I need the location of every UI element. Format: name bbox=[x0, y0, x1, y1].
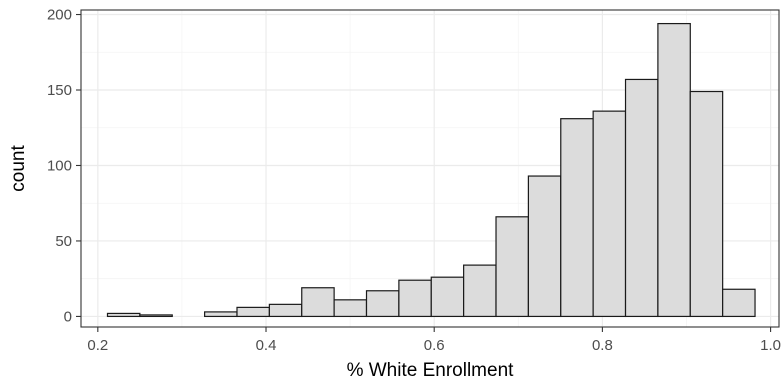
x-tick-label: 0.4 bbox=[256, 337, 277, 354]
y-tick-label: 50 bbox=[55, 233, 72, 250]
x-tick-label: 0.2 bbox=[87, 337, 108, 354]
histogram-bar bbox=[365, 290, 400, 318]
y-tick-label: 0 bbox=[64, 308, 72, 325]
histogram-bar bbox=[527, 175, 562, 318]
histogram-bar bbox=[268, 303, 303, 318]
y-tick-label: 150 bbox=[47, 82, 72, 99]
y-axis-title: count bbox=[8, 145, 29, 192]
histogram-bar bbox=[106, 312, 141, 318]
histogram-bar bbox=[624, 78, 659, 318]
histogram-bar bbox=[463, 264, 497, 318]
histogram-bar bbox=[204, 311, 238, 318]
histogram-bar bbox=[592, 110, 627, 318]
histogram-bar bbox=[139, 314, 173, 318]
x-tick-label: 0.6 bbox=[424, 337, 445, 354]
x-tick-label: 0.8 bbox=[592, 337, 613, 354]
histogram-bar bbox=[722, 288, 756, 318]
histogram-bars bbox=[106, 22, 756, 318]
histogram-bar bbox=[236, 306, 270, 318]
x-tick-label: 1.0 bbox=[760, 337, 781, 354]
histogram-bar bbox=[333, 299, 368, 318]
x-axis: 0.2 0.4 0.6 0.8 1.0 bbox=[87, 327, 781, 354]
histogram-bar bbox=[495, 216, 529, 318]
y-axis: 0 50 100 150 200 bbox=[47, 7, 81, 325]
y-tick-label: 100 bbox=[47, 157, 72, 174]
histogram-bar bbox=[560, 118, 594, 318]
histogram-bar bbox=[430, 276, 465, 318]
y-tick-label: 200 bbox=[47, 7, 72, 24]
histogram-bar bbox=[689, 90, 724, 318]
panel-border bbox=[80, 9, 780, 328]
histogram-bar bbox=[657, 22, 691, 318]
histogram-bar bbox=[301, 287, 335, 318]
histogram-bar bbox=[398, 279, 432, 318]
x-axis-title: % White Enrollment bbox=[347, 360, 515, 381]
